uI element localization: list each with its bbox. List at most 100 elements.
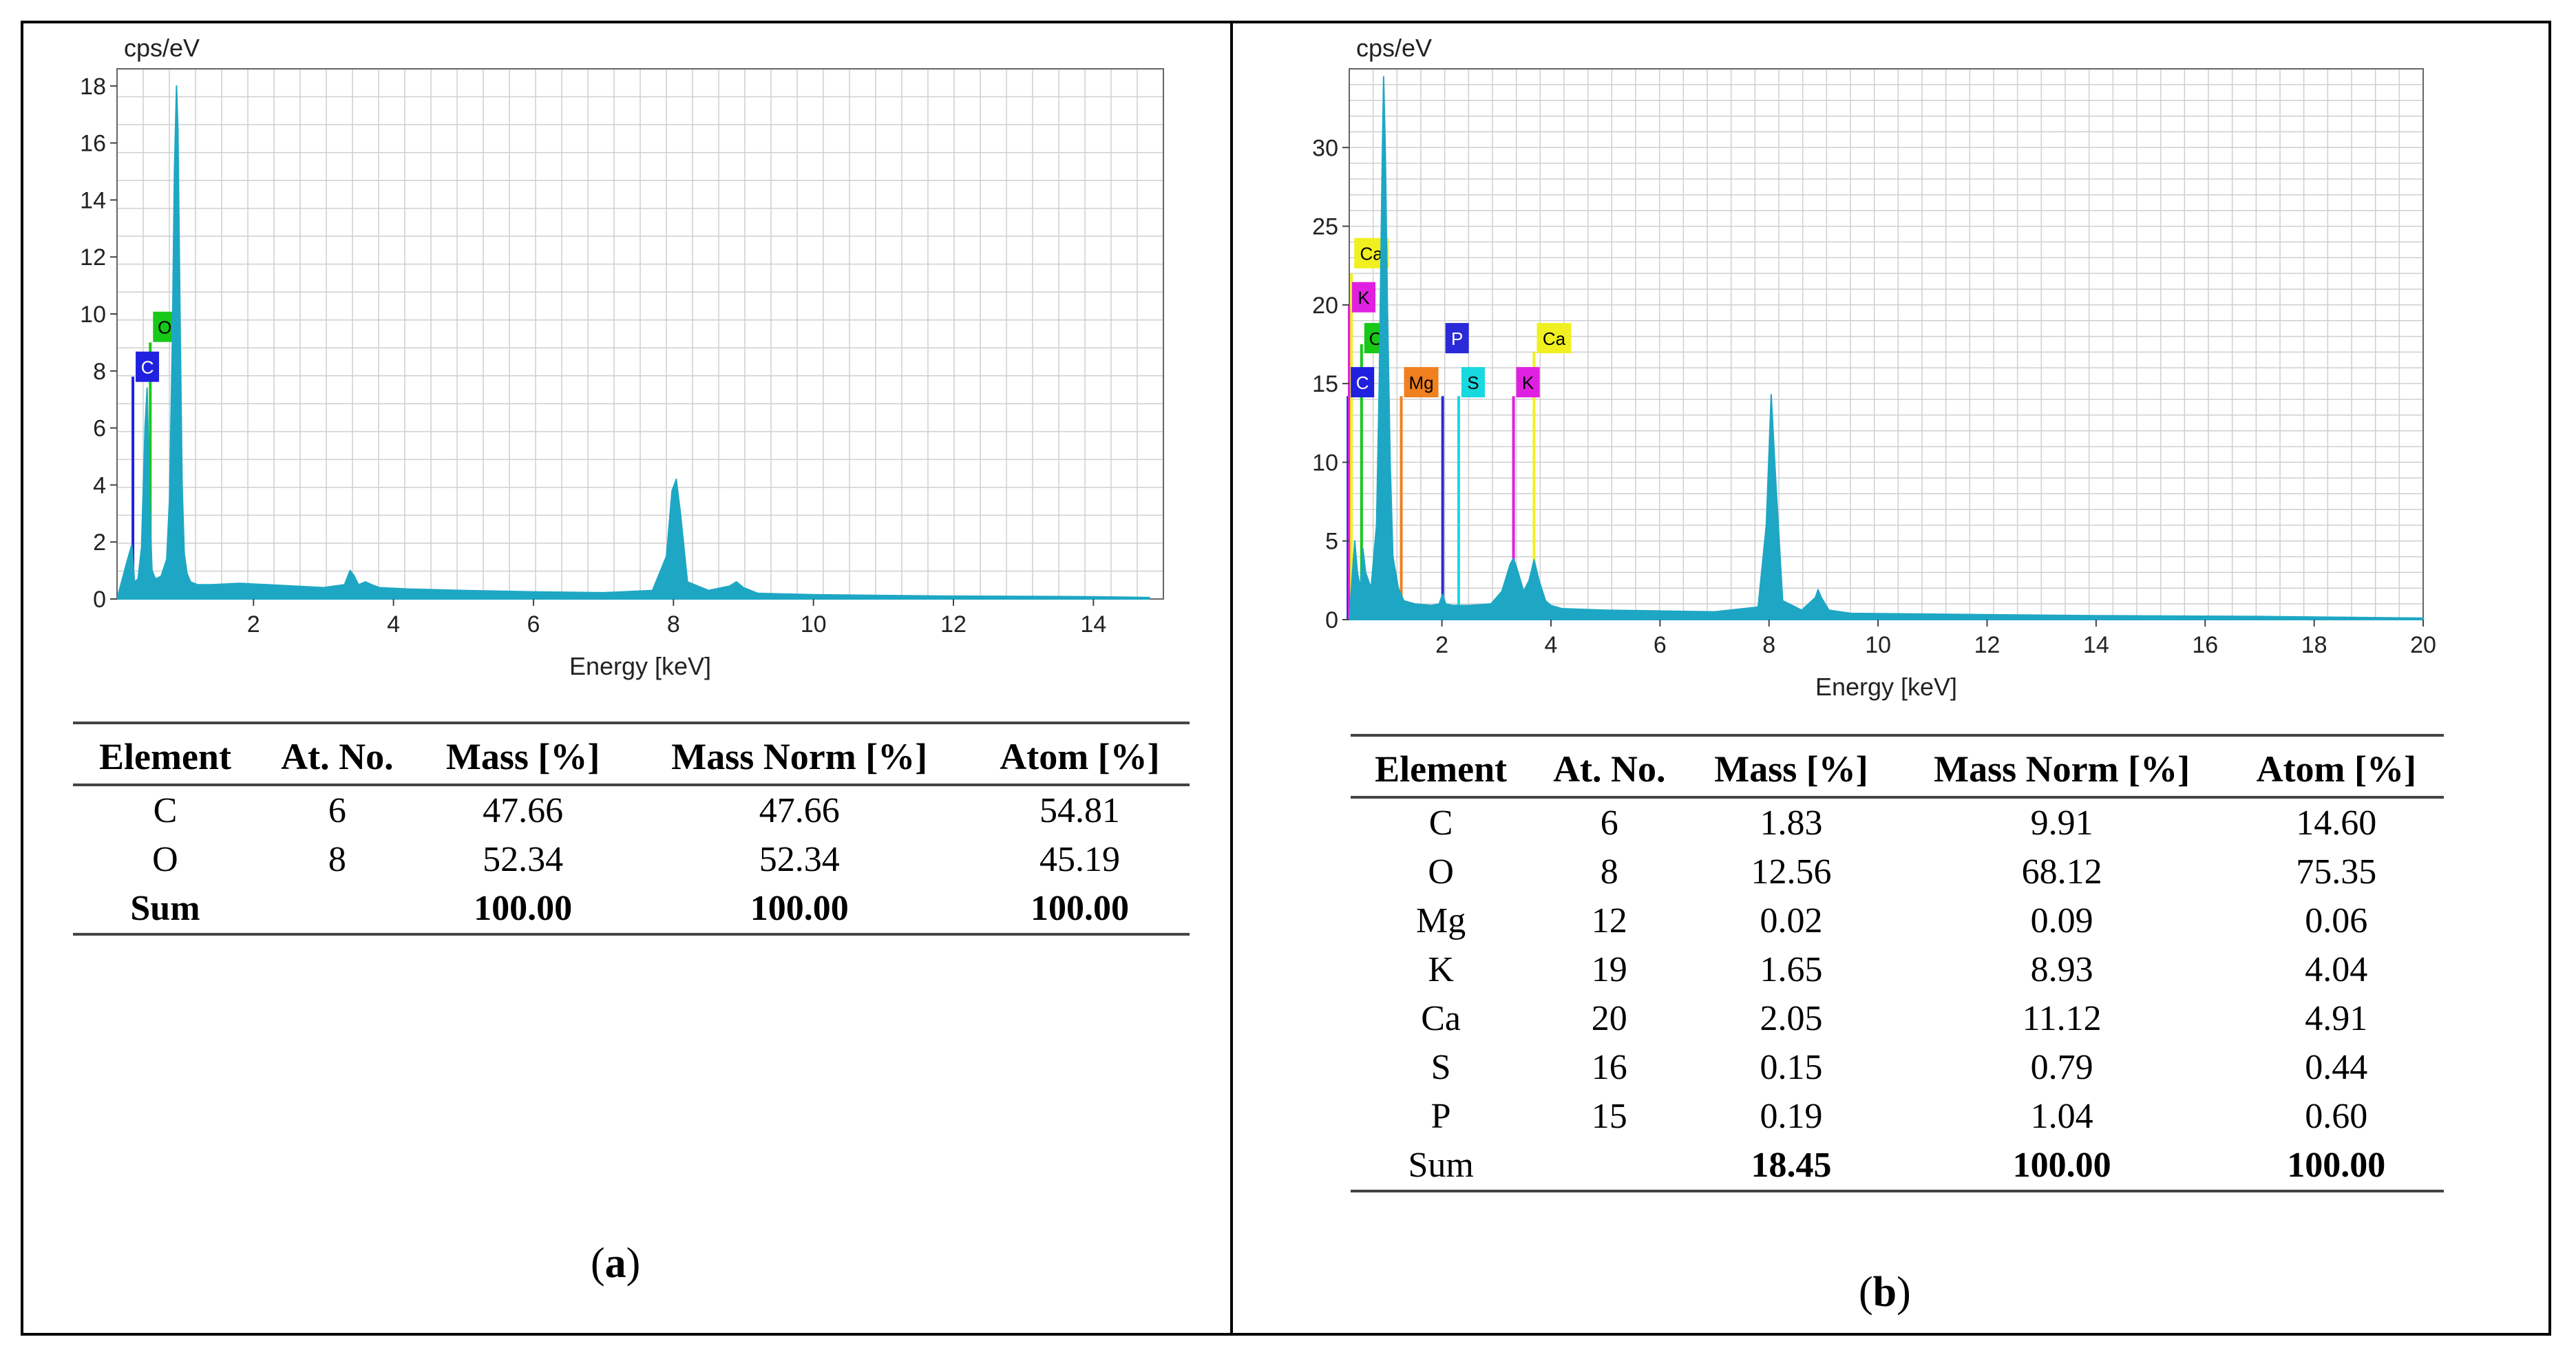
composition-table-b: Element At. No. Mass [%] Mass Norm [%] A…: [1351, 734, 2444, 1192]
cell: 8: [328, 840, 346, 879]
caption-a-letter: a: [604, 1240, 626, 1287]
y-tick-label: 4: [93, 472, 106, 498]
caption-b-open: (: [1859, 1269, 1873, 1316]
sum-mass: 18.45: [1687, 1141, 1895, 1192]
cell: 11.12: [2022, 999, 2102, 1038]
sum-mass-norm: 100.00: [629, 884, 970, 936]
x-tick-label: 20: [2410, 632, 2436, 658]
y-tick-label: 6: [93, 416, 106, 442]
sum-mass-norm: 100.00: [1894, 1141, 2229, 1192]
axis-ticks: 2 4 6 8 10 12 14 16 18 20 0 5 10 15 20 25 30: [1312, 135, 2436, 658]
cell: 1.83: [1760, 803, 1823, 843]
cell: 52.34: [759, 840, 840, 879]
cell: 75.35: [2296, 852, 2377, 892]
marker-label-bg-mg: [1404, 367, 1439, 398]
chart-b: C O Mg P S K Ca K Ca 2 4 6 8 10 12 14 16 18 20 0 5 10 15 20 25 30…: [1294, 28, 2464, 716]
cell: 2.05: [1760, 999, 1823, 1038]
caption-a-open: (: [591, 1240, 605, 1287]
cell: 54.81: [1039, 791, 1120, 830]
table-header-row: Element At. No. Mass [%] Mass Norm [%] A…: [73, 722, 1190, 786]
marker-label-bg-c: [1351, 367, 1375, 398]
table-row: K 19 1.65 8.93 4.04: [1351, 945, 2444, 994]
x-tick-label: 14: [1080, 611, 1106, 638]
cell: P: [1430, 1097, 1451, 1136]
cell: O: [1428, 852, 1454, 892]
plot-frame: [1349, 68, 2424, 620]
cell: Ca: [1421, 999, 1461, 1038]
grid: [1349, 68, 2424, 620]
spectrum-area: [1349, 76, 2424, 620]
cell: 0.44: [2305, 1048, 2368, 1087]
cell: 14.60: [2296, 803, 2377, 843]
cell: 20: [1591, 999, 1627, 1038]
x-tick-label: 18: [2301, 632, 2327, 658]
cell: 47.66: [483, 791, 564, 830]
x-tick-label: 4: [387, 611, 400, 638]
table-row: C 6 1.83 9.91 14.60: [1351, 797, 2444, 848]
table-header-row: Element At. No. Mass [%] Mass Norm [%] A…: [1351, 734, 2444, 799]
grid: [116, 68, 1164, 600]
cell: 0.06: [2305, 901, 2368, 940]
header-mass: Mass [%]: [416, 722, 629, 786]
cell: 68.12: [2021, 852, 2102, 892]
header-atomic-number: At. No.: [1531, 734, 1688, 799]
cell: 0.60: [2305, 1097, 2368, 1136]
cell: S: [1430, 1048, 1451, 1087]
x-tick-label: 2: [247, 611, 260, 638]
cell: 16: [1591, 1048, 1627, 1087]
y-tick-label: 8: [93, 359, 106, 385]
header-atom: Atom [%]: [2228, 734, 2444, 799]
y-tick-label: 12: [80, 244, 106, 271]
x-tick-label: 10: [1865, 632, 1891, 658]
x-axis-label: Energy [keV]: [569, 652, 711, 680]
y-tick-label: 16: [80, 131, 106, 157]
x-tick-label: 12: [940, 611, 967, 638]
table-row: S 16 0.15 0.79 0.44: [1351, 1043, 2444, 1092]
cell: 0.02: [1760, 901, 1823, 940]
table-row: Ca 20 2.05 11.12 4.91: [1351, 994, 2444, 1043]
x-tick-label: 8: [667, 611, 680, 638]
x-axis-label: Energy [keV]: [1815, 673, 1957, 701]
cell: Mg: [1416, 901, 1466, 940]
marker-label-c: C: [141, 357, 154, 378]
cell: 0.15: [1760, 1048, 1823, 1087]
sum-atom: 100.00: [969, 884, 1190, 936]
table-sum-row: Sum 100.00 100.00 100.00: [73, 884, 1190, 936]
spectrum-area: [116, 85, 1150, 600]
sum-label: Sum: [1351, 1141, 1532, 1192]
cell: C: [1428, 803, 1453, 843]
cell: 45.19: [1039, 840, 1120, 879]
cell: 0.09: [2030, 901, 2093, 940]
marker-label-bg-c: [136, 351, 160, 382]
table-row: O 8 12.56 68.12 75.35: [1351, 848, 2444, 896]
cell: 52.34: [483, 840, 564, 879]
x-tick-label: 6: [1654, 632, 1667, 658]
header-mass-norm: Mass Norm [%]: [1894, 734, 2229, 799]
caption-a: (a): [591, 1239, 640, 1288]
y-tick-label: 10: [1312, 450, 1338, 476]
axis-ticks: 2 4 6 8 10 12 14 0 2 4 6 8 10 12 14 16 18: [80, 74, 1106, 638]
y-tick-label: 2: [93, 529, 106, 556]
cell: [1531, 1141, 1688, 1192]
x-tick-label: 6: [527, 611, 540, 638]
cell: 12: [1591, 901, 1627, 940]
header-mass-norm: Mass Norm [%]: [629, 722, 970, 786]
cell: 6: [328, 791, 346, 830]
marker-label-k: K: [1358, 288, 1370, 308]
header-atom: Atom [%]: [969, 722, 1190, 786]
cell: 8: [1600, 852, 1618, 892]
cell: 47.66: [759, 791, 840, 830]
cell: K: [1428, 950, 1454, 989]
cell: 19: [1591, 950, 1627, 989]
figure-frame: [21, 21, 2551, 1336]
cell: 6: [1600, 803, 1618, 843]
cell: 8.93: [2030, 950, 2093, 989]
sum-mass: 100.00: [416, 884, 629, 936]
x-tick-label: 2: [1435, 632, 1448, 658]
table-row: Mg 12 0.02 0.09 0.06: [1351, 896, 2444, 945]
y-tick-label: 5: [1325, 529, 1338, 555]
caption-b-letter: b: [1872, 1269, 1897, 1316]
marker-label-bg-ca: [1537, 323, 1572, 354]
